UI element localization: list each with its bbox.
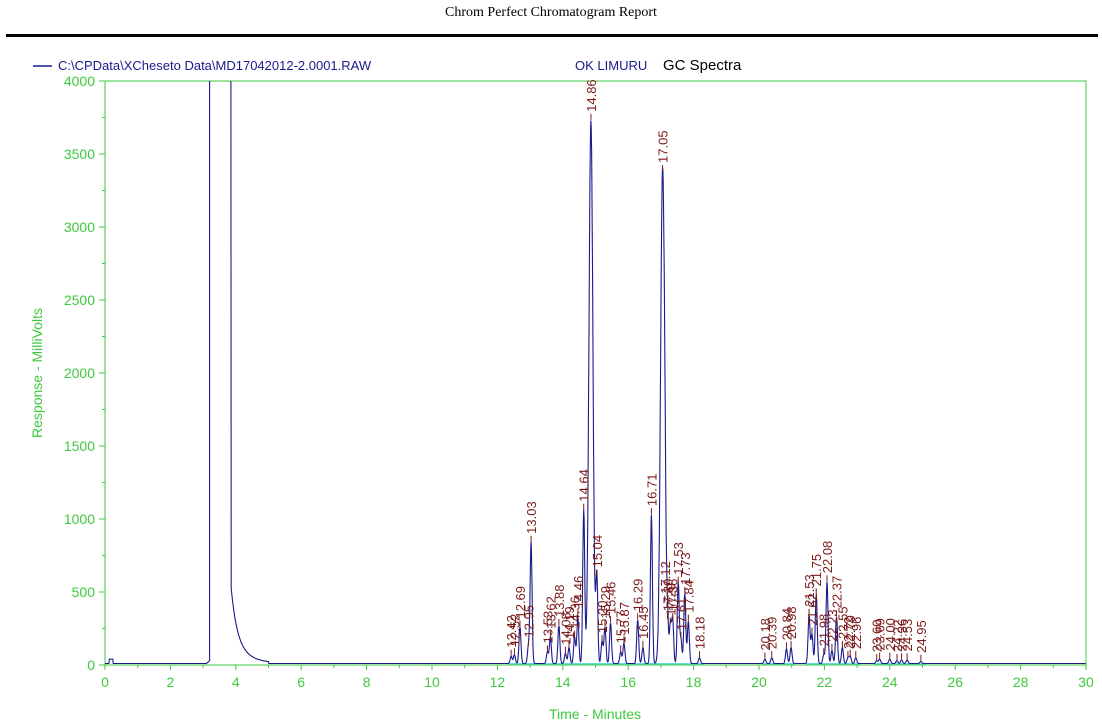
peak-label: 14.86 [584, 79, 599, 112]
peak-label: 13.53 [540, 611, 555, 644]
peak-label: 17.84 [681, 580, 696, 613]
peak-label: 21.62 [805, 593, 820, 626]
peak-label: 22.72 [841, 617, 856, 650]
y-tick-label: 4000 [64, 73, 95, 89]
peak-label: 13.03 [524, 501, 539, 534]
peak-label: 12.42 [504, 615, 519, 648]
peak-label: 13.62 [543, 596, 558, 629]
header-rule [6, 34, 1098, 37]
peak-label: 22.37 [829, 576, 844, 609]
x-axis: 0 2 4 6 8 10 12 14 16 18 20 22 24 26 28 30 [101, 665, 1094, 690]
peak-label: 17.73 [678, 552, 693, 585]
x-tick-label: 10 [424, 674, 440, 690]
peak-label: 12.69 [513, 586, 528, 619]
peak-label: 23.60 [870, 620, 885, 653]
peak-label: 20.18 [758, 618, 773, 651]
y-axis: 0 500 1000 1500 2000 2500 3000 3500 4000 [64, 73, 105, 673]
y-tick-label: 1000 [64, 511, 95, 527]
peak-label: 15.04 [590, 535, 605, 568]
x-tick-label: 18 [686, 674, 702, 690]
x-tick-label: 28 [1013, 674, 1029, 690]
peak-label: 16.29 [631, 579, 646, 612]
peak-label: 17.29 [663, 583, 678, 616]
plot-frame [104, 80, 1087, 666]
legend-sample: OK LIMURU [575, 58, 647, 73]
x-tick-label: 14 [555, 674, 571, 690]
peak-label: 17.20 [660, 579, 675, 612]
x-tick-label: 6 [297, 674, 305, 690]
peak-label: 20.84 [779, 608, 794, 641]
peak-label: 21.53 [802, 574, 817, 607]
peak-label: 16.45 [636, 606, 651, 639]
peak-label: 22.23 [825, 609, 840, 642]
peak-label: 12.95 [521, 605, 536, 638]
peak-label: 20.39 [765, 617, 780, 650]
peak-label: 15.77 [614, 611, 629, 644]
traces [105, 80, 1086, 665]
x-tick-label: 16 [620, 674, 636, 690]
y-tick-label: 500 [72, 584, 96, 600]
peak-label: 17.53 [671, 542, 686, 575]
peak-label: 18.18 [692, 617, 707, 650]
peak-label: 17.61 [674, 598, 689, 631]
chromatogram-trace [105, 80, 1086, 665]
peak-label: 14.08 [558, 612, 573, 645]
peak-label: 21.98 [817, 614, 832, 647]
peak-label: 24.95 [914, 620, 929, 653]
peak-label: 15.29 [598, 586, 613, 619]
peak-label: 13.88 [552, 584, 567, 617]
x-tick-label: 24 [882, 674, 898, 690]
x-tick-label: 22 [817, 674, 833, 690]
peak-label: 14.36 [568, 596, 583, 629]
peak-label: 14.19 [562, 606, 577, 639]
peak-label: 15.20 [595, 601, 610, 634]
peak-label: 22.79 [843, 615, 858, 648]
peak-label: 20.98 [784, 606, 799, 639]
chart-title: GC Spectra [663, 57, 742, 74]
peak-label: 15.87 [617, 602, 632, 635]
peak-label: 24.00 [883, 618, 898, 651]
peak-label: 14.46 [571, 576, 586, 609]
x-tick-label: 4 [232, 674, 240, 690]
peak-label: 24.22 [890, 620, 905, 653]
peak-label: 24.36 [895, 619, 910, 652]
x-tick-label: 12 [490, 674, 506, 690]
x-tick-label: 20 [751, 674, 767, 690]
y-tick-label: 2500 [64, 292, 95, 308]
x-tick-label: 30 [1078, 674, 1094, 690]
peak-label: 17.36 [666, 579, 681, 612]
x-axis-title: Time - Minutes [549, 706, 641, 722]
peak-label: 16.71 [644, 474, 659, 507]
peak-label: 15.46 [604, 582, 619, 615]
peak-label: 14.64 [577, 469, 592, 502]
x-tick-label: 0 [101, 674, 109, 690]
y-axis-title: Response - MilliVolts [29, 308, 45, 438]
legend: C:\CPData\XCheseto Data\MD17042012-2.000… [33, 57, 742, 74]
x-tick-label: 2 [167, 674, 175, 690]
peak-label: 17.12 [658, 561, 673, 594]
y-tick-label: 3000 [64, 219, 95, 235]
y-tick-label: 0 [87, 657, 95, 673]
peak-label: 22.55 [835, 606, 850, 639]
peak-label: 17.05 [656, 130, 671, 163]
peak-label: 23.69 [873, 618, 888, 651]
legend-file: C:\CPData\XCheseto Data\MD17042012-2.000… [58, 58, 372, 73]
peak-label: 22.96 [849, 617, 864, 650]
peak-label: 22.08 [820, 541, 835, 574]
y-tick-label: 3500 [64, 146, 95, 162]
report-title: Chrom Perfect Chromatogram Report [445, 5, 657, 20]
y-tick-label: 1500 [64, 438, 95, 454]
peak-label: 12.52 [507, 614, 522, 647]
y-tick-label: 2000 [64, 365, 95, 381]
x-tick-label: 8 [363, 674, 371, 690]
peak-label: 21.75 [809, 554, 824, 587]
x-tick-label: 26 [947, 674, 963, 690]
peak-label: 24.53 [900, 619, 915, 652]
